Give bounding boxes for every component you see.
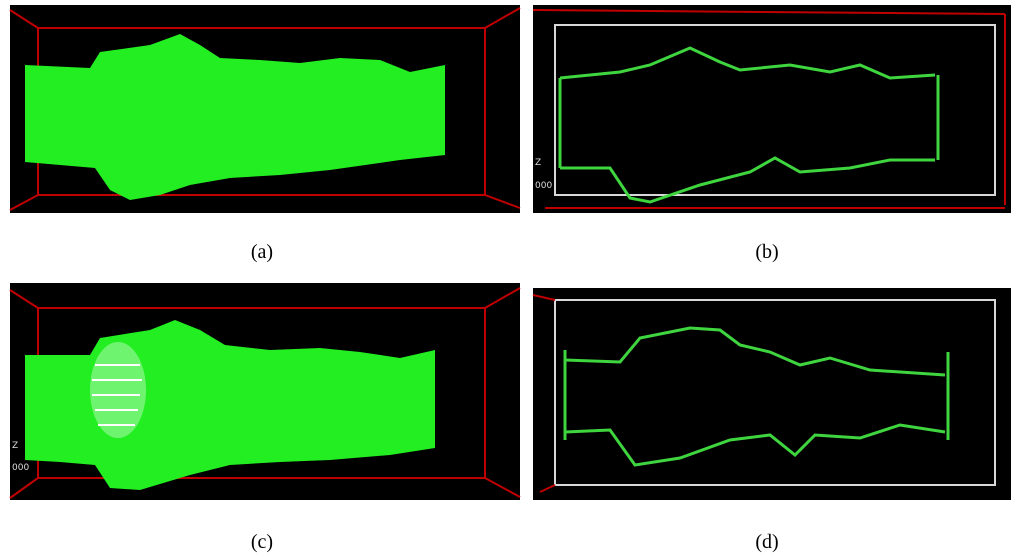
- panel-caption: (b): [755, 241, 778, 263]
- axis-label: 000: [12, 463, 29, 473]
- panel-d: [533, 288, 1011, 500]
- panel-caption: (d): [755, 531, 778, 553]
- axis-label: Z: [535, 158, 541, 168]
- page: Z 000 Z 000 (a) (b) (c) (d) (() => { con…: [0, 0, 1011, 558]
- panel-b: Z 000: [533, 5, 1011, 213]
- figure: Z 000 Z 000 (a) (b) (c) (d): [0, 0, 1011, 558]
- panel-caption: (a): [251, 241, 273, 263]
- panel-c: Z 000: [10, 283, 520, 500]
- axis-label: 000: [535, 181, 552, 191]
- panel-caption: (c): [251, 531, 273, 553]
- panel-a: [10, 5, 520, 213]
- axis-label: Z: [12, 441, 18, 451]
